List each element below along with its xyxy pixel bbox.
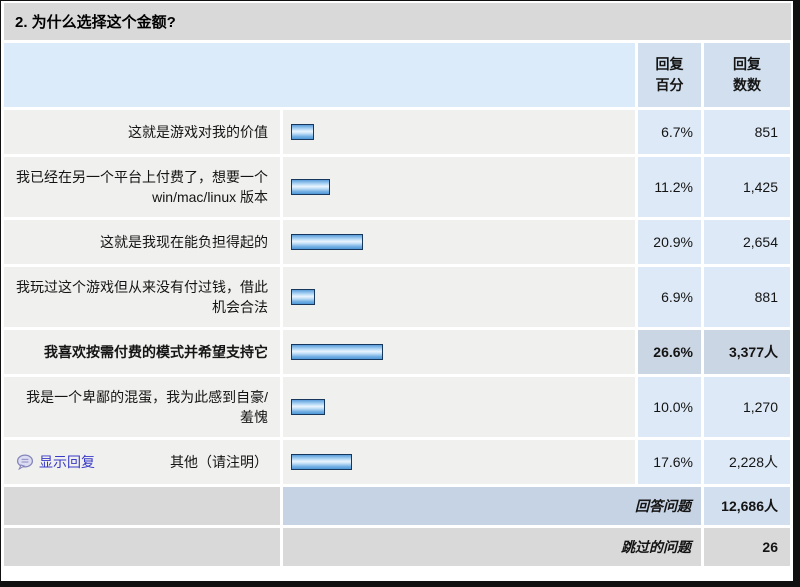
answered-question-row: 回答问题 12,686人 [4,487,790,525]
answer-count: 881 [704,267,790,327]
answer-count: 2,228人 [704,440,790,484]
answer-label: 其他（请注明） [170,453,268,470]
answer-count: 1,270 [704,377,790,437]
question-title: 2. 为什么选择这个金额? [15,14,176,31]
answer-label-cell: 我玩过这个游戏但从来没有付过钱，借此机会合法 [4,267,280,327]
results-table: 回复 百分 回复 数数 这就是游戏对我的价值 6.7% 851 我已经在另一个平… [1,40,793,569]
answer-count: 3,377人 [704,330,790,374]
answer-bar [291,454,352,470]
answer-label-cell: 这就是我现在能负担得起的 [4,220,280,264]
answer-bar-cell [283,267,635,327]
answered-question-label: 回答问题 [283,487,701,525]
table-row: 我玩过这个游戏但从来没有付过钱，借此机会合法 6.9% 881 [4,267,790,327]
answer-count: 2,654 [704,220,790,264]
table-row: 这就是游戏对我的价值 6.7% 851 [4,110,790,154]
answer-label: 我玩过这个游戏但从来没有付过钱，借此机会合法 [16,278,268,315]
answer-bar [291,179,330,195]
answer-label: 这就是游戏对我的价值 [128,123,268,140]
answer-bar-cell [283,330,635,374]
answer-bar [291,399,325,415]
answered-question-count: 12,686人 [704,487,790,525]
answer-label: 我是一个卑鄙的混蛋，我为此感到自豪/羞愧 [26,388,268,425]
answer-bar [291,234,363,250]
answer-label-cell: 显示回复 其他（请注明） [4,440,280,484]
table-row: 我是一个卑鄙的混蛋，我为此感到自豪/羞愧 10.0% 1,270 [4,377,790,437]
answer-percent: 11.2% [638,157,701,217]
survey-results-panel: 2. 为什么选择这个金额? 回复 百分 回复 数数 这就是游戏对我的价值 6.7… [1,1,793,581]
answer-bar-cell [283,440,635,484]
answer-bar-cell [283,220,635,264]
answer-label-cell: 我是一个卑鄙的混蛋，我为此感到自豪/羞愧 [4,377,280,437]
answer-bar-cell [283,157,635,217]
answer-bar-cell [283,110,635,154]
table-header-row: 回复 百分 回复 数数 [4,43,790,107]
answer-label-cell: 这就是游戏对我的价值 [4,110,280,154]
answer-percent: 6.7% [638,110,701,154]
answer-bar [291,124,314,140]
answer-percent: 6.9% [638,267,701,327]
skipped-question-label: 跳过的问题 [283,528,701,566]
table-row: 我已经在另一个平台上付费了，想要一个 win/mac/linux 版本 11.2… [4,157,790,217]
answer-bar [291,289,315,305]
header-spacer-cell [4,43,635,107]
question-title-bar: 2. 为什么选择这个金额? [4,3,791,40]
answer-bar [291,344,383,360]
table-row: 显示回复 其他（请注明） 17.6% 2,228人 [4,440,790,484]
answer-count: 1,425 [704,157,790,217]
table-row: 这就是我现在能负担得起的 20.9% 2,654 [4,220,790,264]
skipped-question-count: 26 [704,528,790,566]
table-row: 我喜欢按需付费的模式并希望支持它 26.6% 3,377人 [4,330,790,374]
answer-percent: 17.6% [638,440,701,484]
header-response-percent: 回复 百分 [638,43,701,107]
header-response-count: 回复 数数 [704,43,790,107]
answer-percent: 10.0% [638,377,701,437]
answer-label: 我喜欢按需付费的模式并希望支持它 [44,343,268,360]
answer-percent: 20.9% [638,220,701,264]
answer-label: 我已经在另一个平台上付费了，想要一个 win/mac/linux 版本 [16,168,268,205]
show-replies-link-label[interactable]: 显示回复 [39,453,95,470]
answer-percent: 26.6% [638,330,701,374]
answer-bar-cell [283,377,635,437]
answer-label-cell: 我喜欢按需付费的模式并希望支持它 [4,330,280,374]
show-replies-link[interactable]: 显示回复 [16,452,95,472]
answer-label-cell: 我已经在另一个平台上付费了，想要一个 win/mac/linux 版本 [4,157,280,217]
speech-bubble-icon [16,454,34,470]
answer-label: 这就是我现在能负担得起的 [100,233,268,250]
skipped-question-row: 跳过的问题 26 [4,528,790,566]
footer-spacer-cell [4,528,280,566]
footer-spacer-cell [4,487,280,525]
answer-count: 851 [704,110,790,154]
